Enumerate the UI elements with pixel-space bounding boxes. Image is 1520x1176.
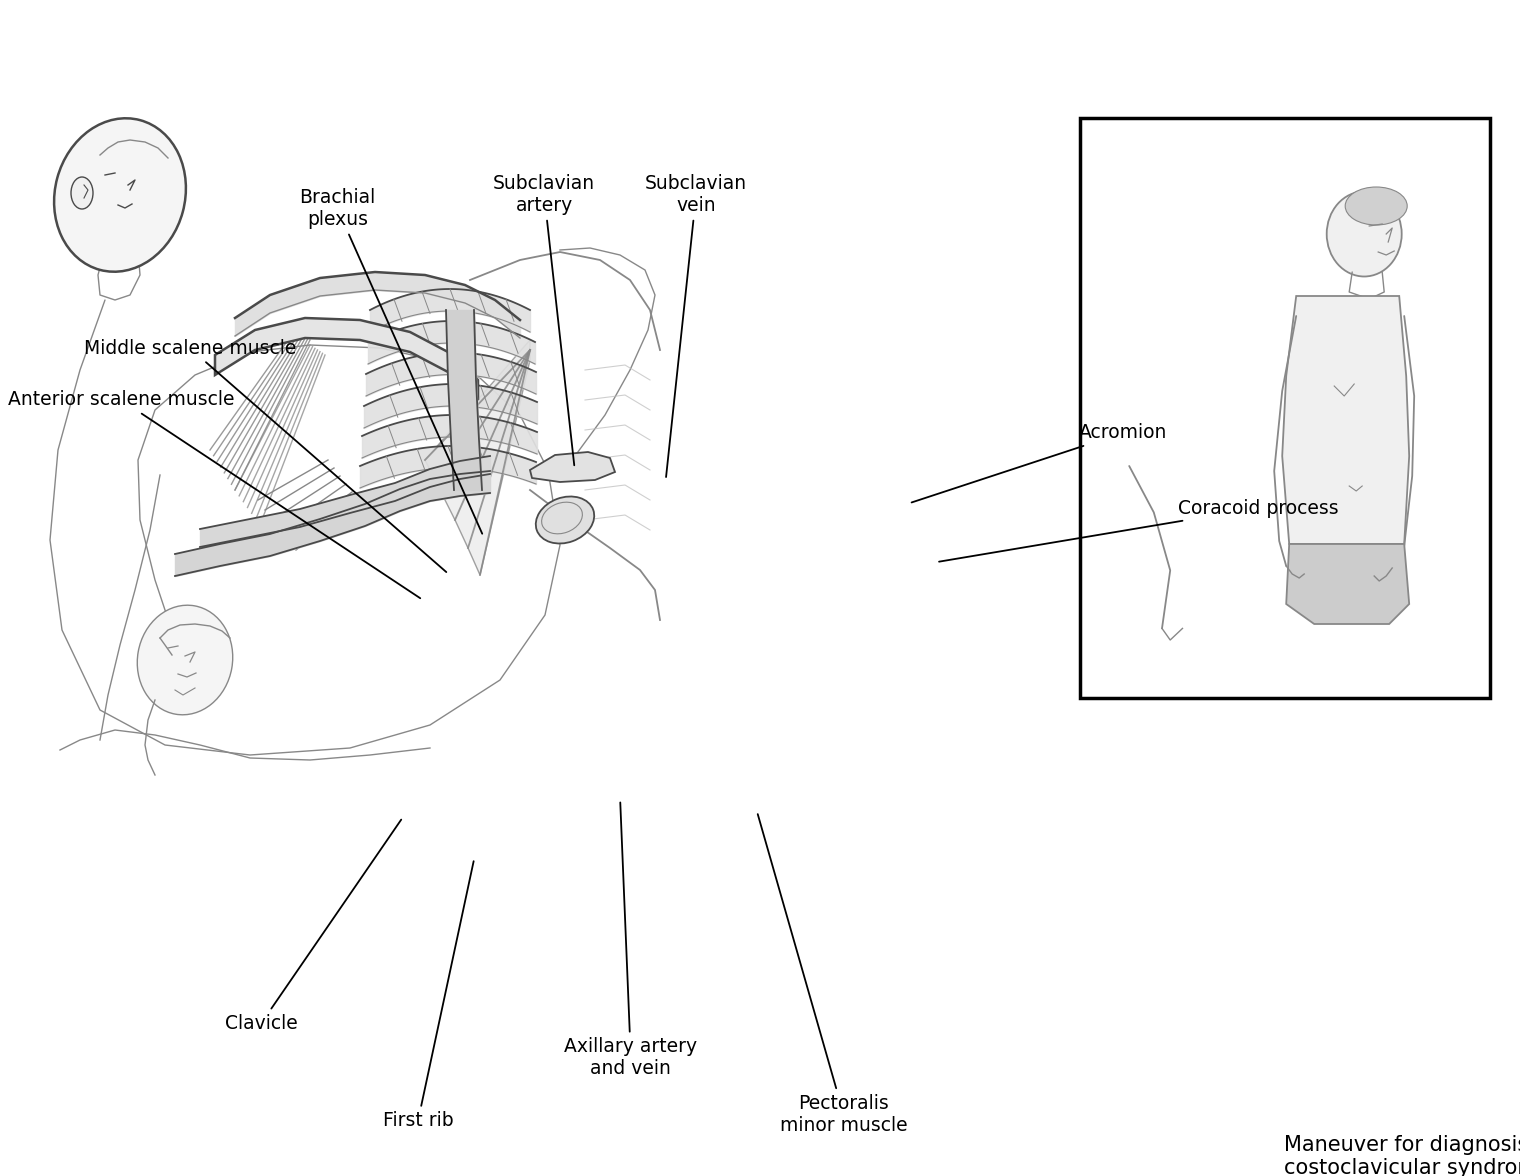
Polygon shape [530,452,616,482]
Text: Subclavian
vein: Subclavian vein [644,174,748,477]
Text: First rib: First rib [383,861,474,1130]
Text: Acromion: Acromion [912,423,1167,502]
Ellipse shape [1327,192,1401,276]
Text: Clavicle: Clavicle [225,820,401,1033]
Ellipse shape [535,496,594,543]
Polygon shape [214,318,477,400]
Ellipse shape [137,606,233,715]
Ellipse shape [71,178,93,209]
Text: Middle scalene muscle: Middle scalene muscle [84,339,447,572]
Ellipse shape [1345,187,1408,225]
Polygon shape [1283,296,1409,544]
Text: Brachial
plexus: Brachial plexus [299,188,482,534]
Text: Anterior scalene muscle: Anterior scalene muscle [8,390,420,599]
Ellipse shape [55,119,185,272]
Polygon shape [426,340,530,575]
Text: Maneuver for diagnosis of
costoclavicular syndrome: Maneuver for diagnosis of costoclavicula… [1284,1135,1520,1176]
Text: Coracoid process: Coracoid process [939,499,1339,562]
Text: Subclavian
artery: Subclavian artery [492,174,596,466]
Text: Pectoralis
minor muscle: Pectoralis minor muscle [758,814,907,1135]
Bar [1081,118,1490,699]
Polygon shape [1286,544,1409,624]
Text: Axillary artery
and vein: Axillary artery and vein [564,802,698,1078]
